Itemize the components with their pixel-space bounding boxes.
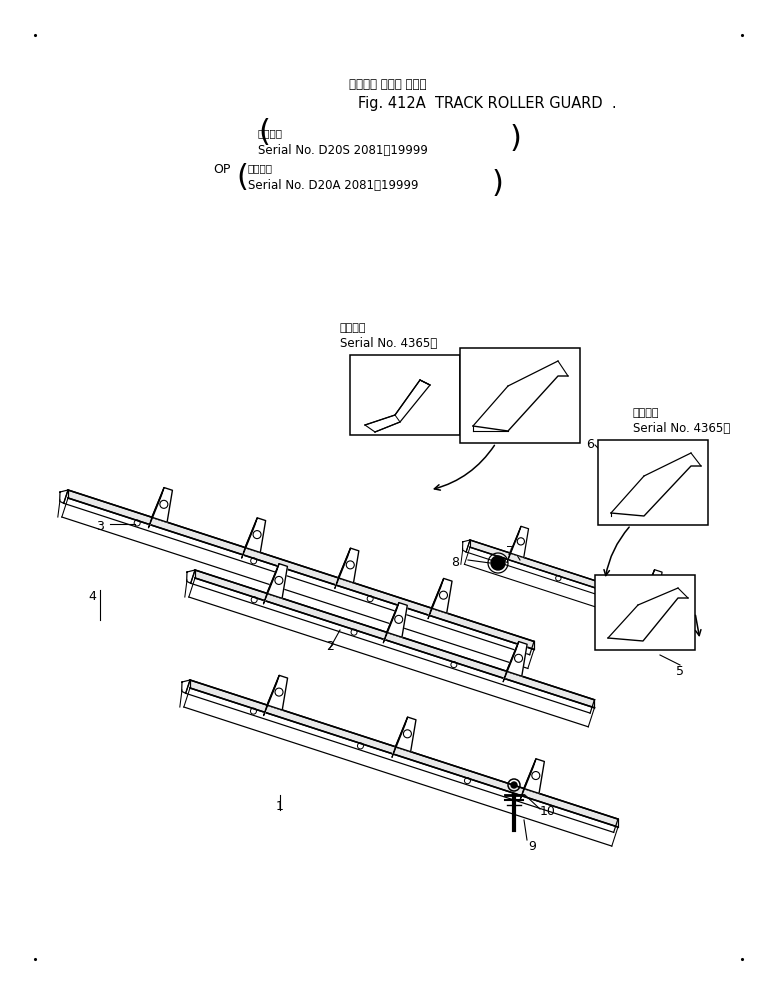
- Polygon shape: [507, 641, 527, 676]
- Polygon shape: [503, 641, 519, 682]
- Text: ): ): [492, 169, 503, 198]
- Text: 適用号機: 適用号機: [258, 128, 283, 138]
- Polygon shape: [195, 570, 594, 708]
- Text: ): ): [510, 124, 522, 153]
- Polygon shape: [510, 526, 528, 558]
- Text: 10: 10: [540, 805, 556, 818]
- Text: 5: 5: [676, 665, 684, 678]
- Text: (: (: [236, 163, 248, 192]
- Text: 7: 7: [506, 545, 514, 558]
- Polygon shape: [190, 570, 594, 713]
- Polygon shape: [263, 564, 279, 604]
- Text: 8: 8: [451, 556, 459, 569]
- Text: (: (: [258, 118, 270, 147]
- Circle shape: [491, 556, 505, 570]
- Text: 適用号機: 適用号機: [633, 408, 660, 418]
- Polygon shape: [335, 548, 350, 588]
- Polygon shape: [189, 578, 594, 727]
- Polygon shape: [643, 570, 662, 600]
- Polygon shape: [245, 518, 266, 553]
- Polygon shape: [263, 675, 279, 716]
- Text: 3: 3: [96, 520, 104, 533]
- Polygon shape: [57, 492, 60, 517]
- Polygon shape: [431, 579, 452, 613]
- Bar: [595, 575, 695, 650]
- Bar: [598, 440, 708, 525]
- Polygon shape: [184, 688, 618, 846]
- Polygon shape: [465, 548, 692, 636]
- Text: 6: 6: [586, 438, 594, 451]
- Text: Serial No. 4365～: Serial No. 4365～: [340, 337, 437, 350]
- Polygon shape: [64, 490, 534, 655]
- Polygon shape: [395, 717, 416, 751]
- Polygon shape: [521, 758, 536, 799]
- Polygon shape: [267, 675, 287, 710]
- Polygon shape: [62, 498, 534, 668]
- Polygon shape: [242, 518, 257, 559]
- Circle shape: [511, 782, 517, 788]
- Polygon shape: [466, 540, 692, 624]
- Text: 適用号機: 適用号機: [340, 323, 367, 333]
- Text: 1: 1: [276, 800, 284, 813]
- Text: トラック ローラ ガード: トラック ローラ ガード: [349, 78, 427, 91]
- Text: 適用号機: 適用号機: [248, 163, 273, 173]
- Text: Serial No. 4365～: Serial No. 4365～: [633, 422, 730, 435]
- Polygon shape: [524, 758, 545, 793]
- Polygon shape: [186, 680, 618, 832]
- Text: Fig. 412A  TRACK ROLLER GUARD  .: Fig. 412A TRACK ROLLER GUARD .: [358, 96, 617, 111]
- Text: Serial No. D20S 2081～19999: Serial No. D20S 2081～19999: [258, 144, 428, 157]
- Polygon shape: [461, 542, 463, 565]
- Polygon shape: [185, 572, 187, 597]
- Text: Serial No. D20A 2081～19999: Serial No. D20A 2081～19999: [248, 179, 419, 192]
- Polygon shape: [148, 488, 164, 528]
- Bar: [350, 355, 460, 435]
- Text: 4: 4: [88, 590, 96, 603]
- Polygon shape: [640, 570, 654, 606]
- Polygon shape: [190, 680, 618, 827]
- Polygon shape: [507, 526, 521, 563]
- Polygon shape: [428, 579, 444, 618]
- Polygon shape: [267, 564, 287, 598]
- Polygon shape: [392, 717, 408, 757]
- Text: 2: 2: [326, 640, 334, 653]
- Polygon shape: [338, 548, 359, 582]
- Polygon shape: [179, 682, 182, 707]
- Text: OP: OP: [213, 163, 230, 176]
- Text: 9: 9: [528, 840, 536, 853]
- Polygon shape: [470, 540, 692, 619]
- Polygon shape: [152, 488, 172, 522]
- Polygon shape: [68, 490, 534, 649]
- Bar: [460, 348, 580, 443]
- Polygon shape: [383, 602, 399, 643]
- Polygon shape: [387, 602, 407, 637]
